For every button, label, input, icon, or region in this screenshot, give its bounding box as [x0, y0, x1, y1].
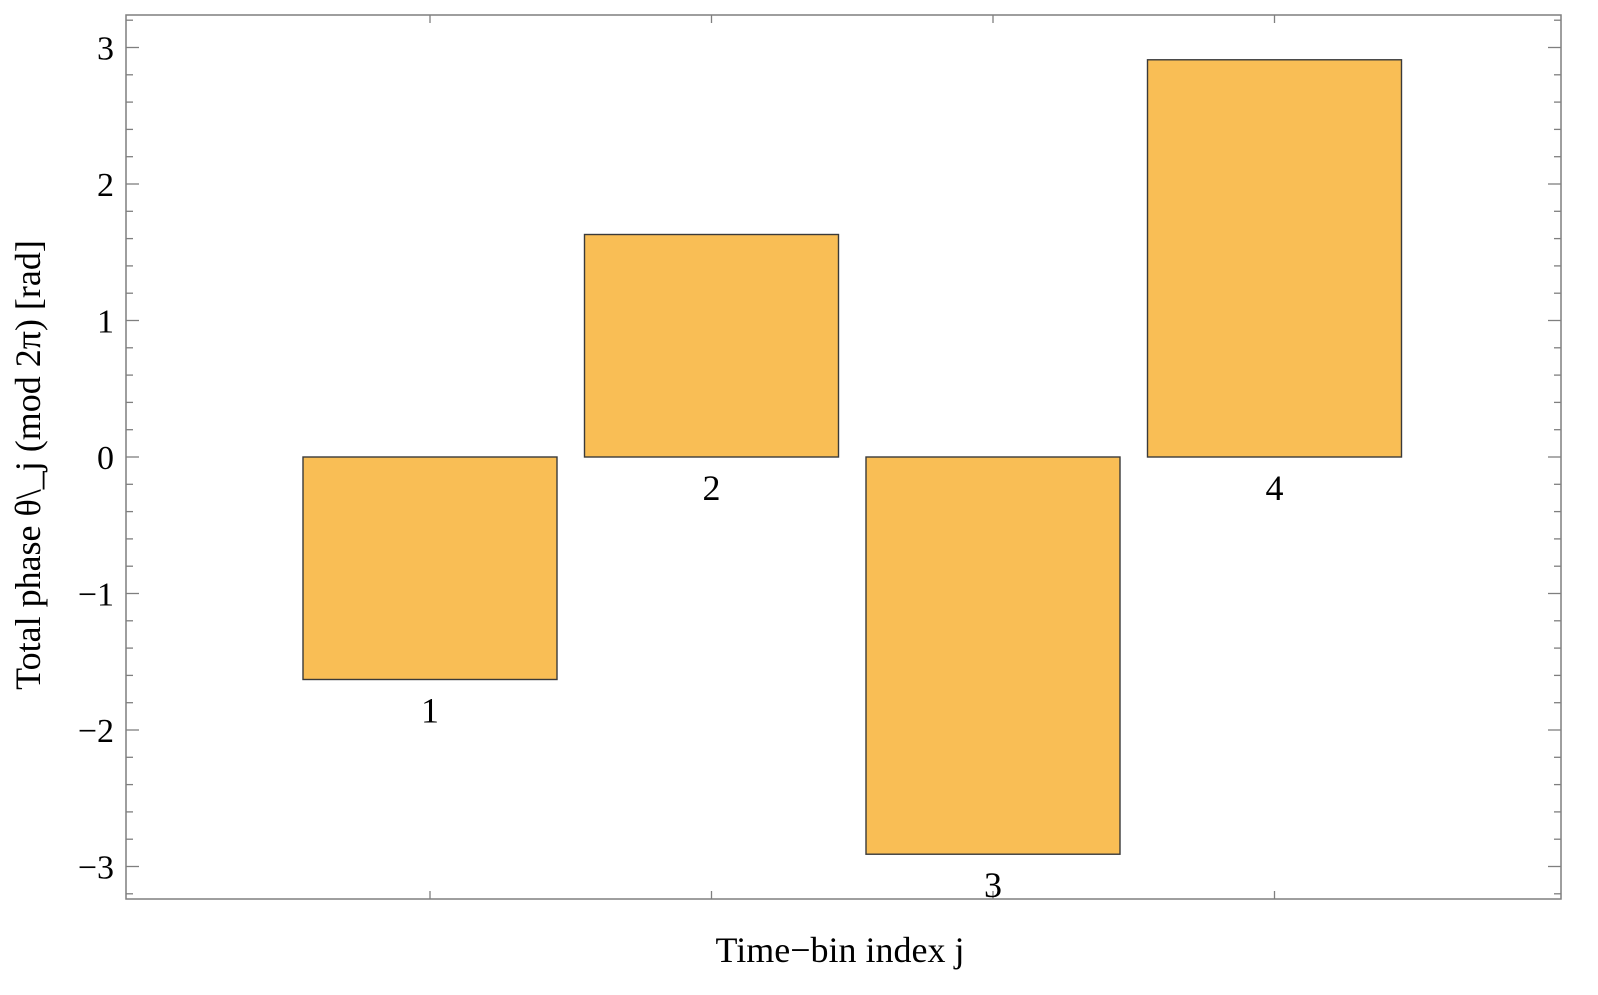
- y-axis-title: Total phase θ\_j (mod 2π) [rad]: [8, 240, 48, 690]
- bars: [302, 59, 1403, 855]
- y-tick-label: −2: [78, 713, 114, 750]
- y-tick-label: 0: [97, 440, 114, 477]
- y-tick-label: 3: [97, 31, 114, 68]
- bar-label-1: 1: [421, 690, 439, 730]
- y-tick-label: 1: [97, 304, 114, 341]
- bar-1: [302, 456, 558, 681]
- x-axis-ticks: [429, 15, 1276, 899]
- bar-3: [865, 456, 1121, 855]
- bar-label-4: 4: [1266, 468, 1284, 508]
- bar-labels: 1 2 3 4: [421, 468, 1284, 905]
- y-tick-label: 2: [97, 167, 114, 204]
- y-tick-label: −3: [78, 850, 114, 887]
- bar-label-2: 2: [703, 468, 721, 508]
- y-tick-label: −1: [78, 577, 114, 614]
- x-axis-title: Time−bin index j: [716, 930, 965, 970]
- y-axis-ticks: −3 −2 −1 0 1 2 3: [78, 19, 1561, 895]
- bar-label-3: 3: [984, 865, 1002, 905]
- bar-2: [583, 233, 840, 458]
- bar-4: [1146, 59, 1403, 458]
